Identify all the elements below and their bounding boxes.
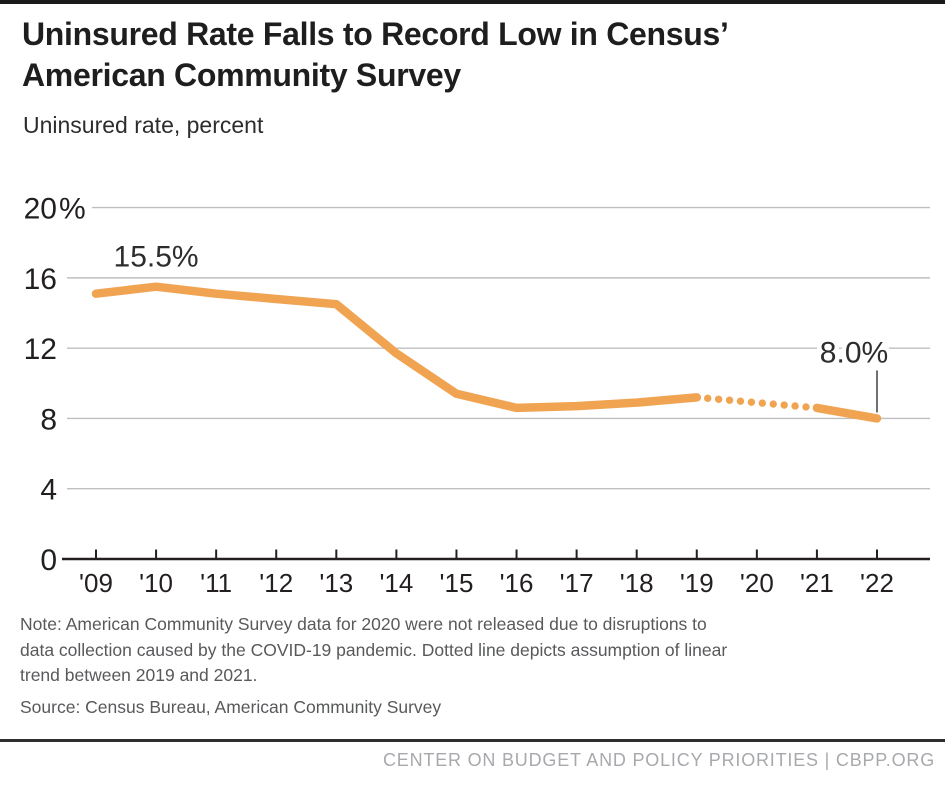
rate-line-solid-2009-2019 xyxy=(91,282,702,413)
x-axis-label: '18 xyxy=(620,568,654,598)
rate-line-dotted-dot xyxy=(802,403,810,411)
y-axis-label: 4 xyxy=(40,474,57,507)
rate-line-dotted-dot xyxy=(769,400,777,408)
footer-divider xyxy=(0,739,945,742)
x-axis-label: '10 xyxy=(139,568,173,598)
x-axis-label: '20 xyxy=(740,568,774,598)
rate-line-dotted-dot xyxy=(791,402,799,410)
x-axis-label: '11 xyxy=(200,568,232,598)
chart-note: Note: American Community Survey data for… xyxy=(20,614,728,685)
x-axis-label: '13 xyxy=(319,568,353,598)
x-axis-label: '16 xyxy=(500,568,534,598)
x-axis-label: '21 xyxy=(800,568,834,598)
x-axis-label: '14 xyxy=(379,568,413,598)
rate-line-dotted-dot xyxy=(725,396,734,404)
top-accent-bar xyxy=(0,0,945,4)
rate-line-dotted-dot xyxy=(780,401,788,409)
chart-subtitle: Uninsured rate, percent xyxy=(23,112,264,138)
chart-source: Source: Census Bureau, American Communit… xyxy=(20,697,442,717)
y-axis-label: 20 xyxy=(24,193,57,226)
y-axis-label: 8 xyxy=(40,403,57,436)
y-axis-label: 16 xyxy=(24,263,57,296)
annotation-label-2022: 8.0% xyxy=(820,336,888,369)
y-axis-label: 0 xyxy=(40,544,57,577)
rate-line-solid-2021-2022 xyxy=(812,403,882,423)
x-axis-label: '09 xyxy=(79,568,113,598)
rate-line-dotted-dot xyxy=(703,394,712,403)
footer-credit: CENTER ON BUDGET AND POLICY PRIORITIES |… xyxy=(383,750,935,770)
y-axis-label-percent-sign: % xyxy=(59,193,86,226)
x-axis-label: '17 xyxy=(560,568,594,598)
chart-title: Uninsured Rate Falls to Record Low in Ce… xyxy=(22,16,729,93)
x-axis-label: '12 xyxy=(259,568,293,598)
rate-line-dotted-dot xyxy=(736,397,745,405)
rate-line-dotted-dot xyxy=(758,399,767,407)
x-axis-label: '22 xyxy=(860,568,894,598)
uninsured-rate-line-chart: '09 '10 '11 '12 '13 '14 '15 '16 '17 '18 '19 '20 '21 '… xyxy=(24,193,930,598)
x-axis-label: '19 xyxy=(680,568,714,598)
annotation-label-2010: 15.5% xyxy=(114,241,199,274)
x-axis-label: '15 xyxy=(440,568,474,598)
rate-line-dotted-dot xyxy=(747,398,756,406)
y-axis-label: 12 xyxy=(24,333,57,366)
rate-line-dotted-dot xyxy=(714,395,723,403)
